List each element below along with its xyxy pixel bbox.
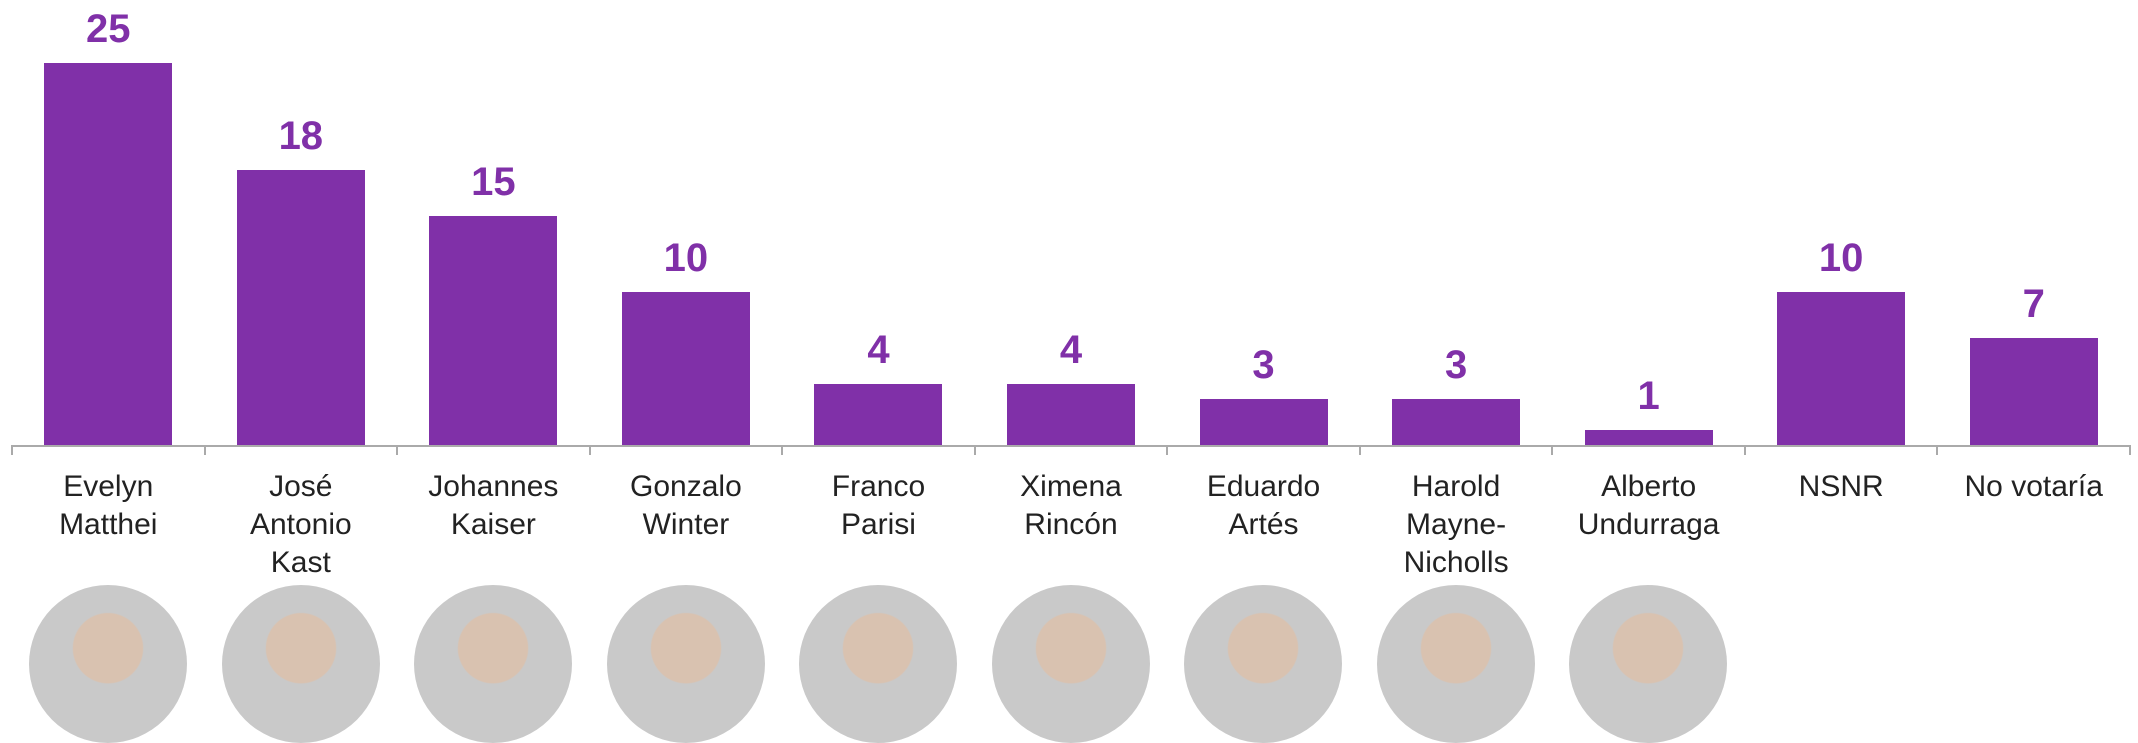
bar	[44, 63, 172, 445]
chart: Evelyn Matthei 25 José Antonio Kast 18 Johan…	[0, 0, 2138, 743]
x-tick	[781, 445, 783, 455]
value-label: 1	[1553, 374, 1745, 418]
candidate-photo	[1184, 585, 1342, 743]
x-tick	[396, 445, 398, 455]
bar	[622, 292, 750, 445]
bar	[1777, 292, 1905, 445]
candidate-photo	[29, 585, 187, 743]
x-tick	[1551, 445, 1553, 455]
x-tick	[1936, 445, 1938, 455]
x-tick	[974, 445, 976, 455]
value-label: 15	[397, 160, 589, 204]
value-label: 4	[782, 328, 974, 372]
x-tick	[1359, 445, 1361, 455]
x-tick-label: Johannes Kaiser	[413, 468, 573, 544]
bar	[1007, 384, 1135, 445]
candidate-photo	[1377, 585, 1535, 743]
bar	[1585, 430, 1713, 445]
value-label: 3	[1360, 343, 1552, 387]
value-label: 25	[12, 7, 204, 51]
x-tick-label: Gonzalo Winter	[606, 468, 766, 544]
candidate-photo	[607, 585, 765, 743]
bar	[814, 384, 942, 445]
candidate-photo	[992, 585, 1150, 743]
value-label: 10	[1745, 236, 1937, 280]
x-tick-label: Evelyn Matthei	[28, 468, 188, 544]
candidate-photo	[1569, 585, 1727, 743]
value-label: 10	[590, 236, 782, 280]
bar	[1200, 399, 1328, 445]
x-tick-label: No votaría	[1954, 468, 2114, 506]
x-tick	[589, 445, 591, 455]
x-tick-label: Alberto Undurraga	[1569, 468, 1729, 544]
value-label: 4	[975, 328, 1167, 372]
x-tick-label: Harold Mayne-Nicholls	[1376, 468, 1536, 582]
value-label: 7	[1938, 282, 2130, 326]
bar	[1392, 399, 1520, 445]
candidate-photo	[799, 585, 957, 743]
x-tick	[1744, 445, 1746, 455]
x-axis-line	[12, 445, 2130, 447]
value-label: 3	[1168, 343, 1360, 387]
x-tick-label: NSNR	[1761, 468, 1921, 506]
bar	[1970, 338, 2098, 445]
bar	[237, 170, 365, 445]
x-tick	[204, 445, 206, 455]
x-tick	[11, 445, 13, 455]
x-tick	[2129, 445, 2131, 455]
bar	[429, 216, 557, 445]
candidate-photo	[414, 585, 572, 743]
x-tick-label: Eduardo Artés	[1184, 468, 1344, 544]
x-tick-label: Franco Parisi	[798, 468, 958, 544]
x-tick-label: José Antonio Kast	[221, 468, 381, 582]
x-tick-label: Ximena Rincón	[991, 468, 1151, 544]
candidate-photo	[222, 585, 380, 743]
value-label: 18	[205, 114, 397, 158]
x-tick	[1166, 445, 1168, 455]
